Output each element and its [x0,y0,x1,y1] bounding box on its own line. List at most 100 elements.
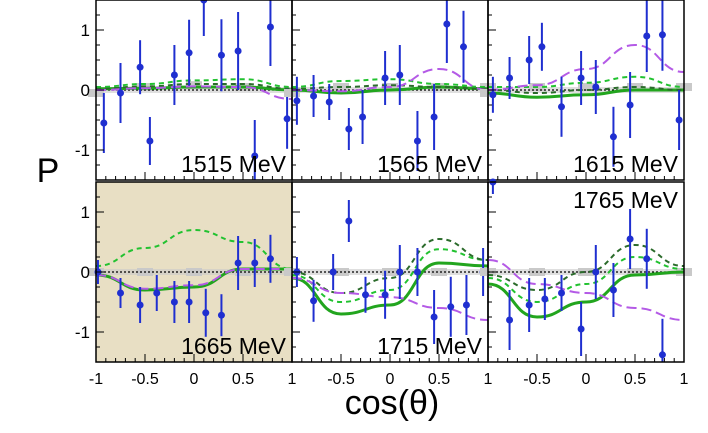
model-curve [95,85,293,100]
data-point [170,71,178,79]
data-point [430,113,438,121]
data-point [325,98,333,106]
data-point [609,286,617,294]
y-tick-label: 1 [81,21,90,40]
data-point [577,74,585,82]
model-curve [291,248,489,304]
panel-4: -1 0 1 1665 MeV [75,181,300,363]
x-tick-label: 0.5 [428,371,450,388]
data-point [506,74,514,82]
x-tick-label: 0 [582,371,591,388]
data-point [489,91,497,99]
panel-energy-label: 1515 MeV [181,151,287,177]
data-point [202,309,210,317]
panel-5: 1715 MeV [284,181,496,363]
y-axis-label: P [37,152,60,190]
model-curve [487,270,685,319]
data-point [658,351,666,359]
panel-energy-label: 1715 MeV [377,333,483,359]
model-curve [487,43,685,91]
data-point [293,97,301,105]
data-point [558,103,565,111]
data-point [251,152,259,160]
data-point [217,51,225,59]
data-point [100,119,108,127]
data-point [283,115,291,123]
data-point [185,49,193,57]
data-point [396,268,404,276]
model-curve [487,255,685,304]
data-point [266,23,274,31]
data-point [658,31,666,39]
y-tick-label: -1 [75,141,90,160]
model-curve [487,243,685,292]
panel-2: 1565 MeV [284,0,496,181]
model-curve [95,78,293,88]
data-point [345,217,353,225]
data-point [592,268,600,276]
data-point [329,268,337,276]
data-point [234,259,242,267]
data-point [443,20,451,28]
data-point [310,92,318,100]
data-point [541,295,549,303]
data-point [626,235,634,243]
y-tick-label: 0 [81,81,90,100]
x-tick-label: -0.5 [131,371,159,388]
panel-energy-label: 1665 MeV [181,333,287,359]
y-tick-label: 1 [81,203,90,222]
data-point [345,125,353,133]
data-point [362,291,369,299]
data-point [675,116,683,124]
data-point [626,101,634,109]
data-point [525,56,533,64]
data-point [136,63,144,71]
data-point [609,133,617,141]
data-point [200,0,208,4]
y-tick-label: 0 [81,263,90,282]
panel-6: 1765 MeV [480,178,692,363]
data-point [117,289,124,297]
systematic-band-cell [186,81,202,90]
model-curve [291,261,489,316]
x-tick-label: 0.5 [624,371,646,388]
data-point [310,297,318,305]
data-point [643,32,651,40]
data-point [462,301,470,309]
data-point [234,47,242,55]
data-point [538,43,546,51]
model-curve [95,268,292,290]
data-point [525,301,533,309]
model-curve [95,83,293,90]
data-point [381,74,389,82]
data-point [117,89,124,97]
data-point [217,311,225,319]
data-point [396,71,404,79]
x-tick-label: 1 [680,371,689,388]
model-curve [488,75,685,88]
data-point [153,289,161,297]
model-curve [487,88,684,99]
panel-energy-label: 1765 MeV [573,187,679,213]
data-point [266,255,274,263]
data-point [592,83,600,91]
data-point [558,289,565,297]
data-point [430,313,438,321]
x-axis-label: cos(θ) [345,384,439,422]
panel-1: -1 0 1 1515 MeV [75,0,300,181]
data-point [413,268,421,276]
data-point [577,325,585,333]
model-curve [487,259,685,321]
x-tick-label: -0.5 [523,371,551,388]
model-curve [487,85,685,95]
x-tick-label: -0.5 [327,371,355,388]
data-point [136,301,144,309]
model-curve [291,78,489,88]
y-tick-label: -1 [75,323,90,342]
x-tick-label: 1 [288,371,297,388]
model-curve [291,237,489,295]
data-point [146,137,154,145]
